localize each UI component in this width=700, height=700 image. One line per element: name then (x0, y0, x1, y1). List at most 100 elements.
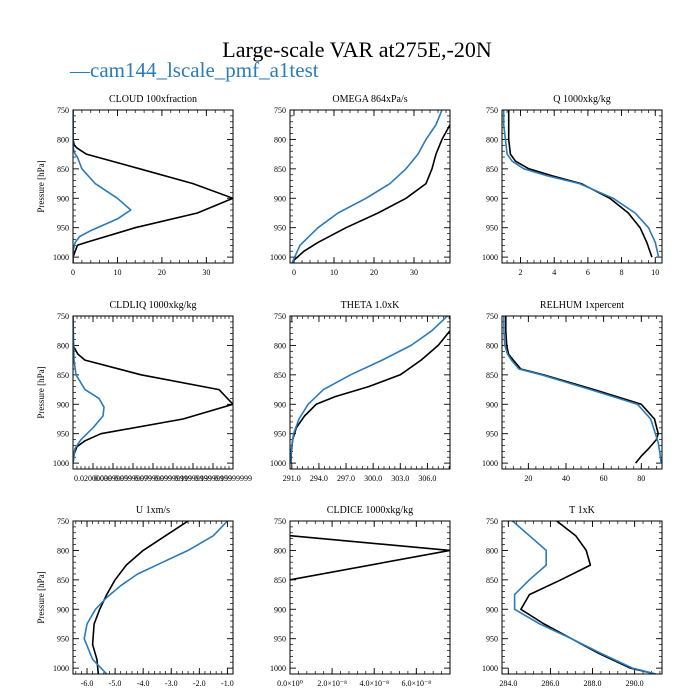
y-tick-label: 850 (486, 165, 498, 174)
series-line-black (290, 534, 450, 581)
y-tick-label: 1000 (53, 664, 69, 673)
x-tick-label: 10 (330, 268, 338, 277)
y-tick-label: 750 (57, 517, 69, 526)
x-tick-label: 0.02000000 (74, 474, 112, 483)
y-tick-label: 800 (57, 546, 69, 555)
y-tick-label: 750 (486, 106, 498, 115)
y-tick-label: 800 (274, 341, 286, 350)
legend: — cam144_lscale_pmf_a1test (69, 58, 319, 82)
x-tick-label: 0.0×10⁰ (277, 679, 303, 688)
x-tick-label: 8 (620, 268, 624, 277)
x-tick-label: -2.0 (193, 679, 206, 688)
series-line-blue (511, 521, 656, 674)
y-tick-label: 750 (274, 312, 286, 321)
y-tick-label: 750 (57, 312, 69, 321)
x-tick-label: -1.0 (221, 679, 234, 688)
y-tick-label: 800 (57, 341, 69, 350)
chart-panel: 750 800 850 900 950 1000 0 10 20 30 OMEGA 864xPa/s (270, 94, 451, 277)
chart-panel: 750 800 850 900 950 1000 -6.0 -5.0 -4.0 -3.0 -2.0 -… (36, 505, 234, 688)
x-tick-label: 80 (637, 474, 645, 483)
y-tick-label: 800 (486, 135, 498, 144)
x-tick-label: 0.03999999 (94, 474, 132, 483)
y-tick-label: 950 (486, 635, 498, 644)
chart-panel: 750 800 850 900 950 1000 291.0 294.0 297.0 300.0 3… (270, 300, 451, 483)
series-line-blue (503, 316, 662, 464)
y-tick-label: 1000 (482, 253, 498, 262)
x-tick-label: 60 (600, 474, 608, 483)
x-tick-label: 30 (410, 268, 418, 277)
chart-panel: 750 800 850 900 950 1000 2 4 6 8 10 Q 1000xkg/kg (482, 94, 663, 277)
y-tick-label: 900 (57, 400, 69, 409)
x-tick-label: 6.0×10⁻⁸ (402, 679, 432, 688)
x-tick-label: 20 (158, 268, 166, 277)
y-axis-label: Pressure [hPa] (36, 366, 46, 418)
plot-frame (72, 520, 234, 675)
x-tick-label: 290.0 (626, 679, 644, 688)
plot-frame (501, 520, 663, 675)
y-tick-label: 850 (57, 165, 69, 174)
x-tick-label: 10 (113, 268, 121, 277)
x-tick-label: -6.0 (81, 679, 94, 688)
y-tick-label: 950 (57, 224, 69, 233)
x-tick-label: 4.0×10⁻⁸ (359, 679, 389, 688)
x-tick-label: -5.0 (109, 679, 122, 688)
y-tick-label: 900 (486, 605, 498, 614)
y-tick-label: 900 (486, 400, 498, 409)
series-line-black (504, 316, 660, 464)
x-tick-label: 2.0×10⁻⁸ (317, 679, 347, 688)
y-tick-label: 950 (486, 224, 498, 233)
plot-frame (289, 315, 451, 470)
x-tick-label: 297.0 (337, 474, 355, 483)
y-tick-label: 850 (486, 576, 498, 585)
x-tick-label: 20 (524, 474, 532, 483)
y-tick-label: 900 (274, 194, 286, 203)
x-tick-label: 40 (562, 474, 570, 483)
plot-frame (289, 109, 451, 264)
y-tick-label: 950 (486, 430, 498, 439)
y-tick-label: 1000 (482, 664, 498, 673)
x-tick-label: 306.0 (418, 474, 436, 483)
x-tick-label: 0.05999999 (114, 474, 152, 483)
series-line-blue (290, 316, 448, 464)
y-axis-label: Pressure [hPa] (36, 160, 46, 212)
y-tick-label: 750 (57, 106, 69, 115)
x-tick-label: 291.0 (283, 474, 301, 483)
y-tick-label: 900 (486, 194, 498, 203)
y-tick-label: 950 (274, 430, 286, 439)
y-tick-label: 750 (486, 312, 498, 321)
chart-title: T 1xK (569, 505, 595, 516)
x-tick-label: 286.0 (541, 679, 559, 688)
y-tick-label: 850 (274, 576, 286, 585)
plot-frame (72, 109, 234, 264)
chart-title: OMEGA 864xPa/s (332, 94, 407, 105)
y-tick-label: 1000 (53, 253, 69, 262)
chart-panel: 750 800 850 900 950 1000 0.0×10⁰ 2.0×10⁻⁸ 4.0×10… (270, 505, 451, 688)
plot-frame (289, 520, 451, 675)
chart-title: RELHUM 1xpercent (540, 300, 624, 311)
x-tick-label: 2 (519, 268, 523, 277)
figure-title: Large-scale VAR at275E,-20N (222, 37, 492, 62)
legend-line-symbol: — (69, 60, 91, 82)
y-tick-label: 850 (57, 576, 69, 585)
x-tick-label: 303.0 (391, 474, 409, 483)
chart-title: CLOUD 100xfraction (109, 94, 197, 105)
x-tick-label: 0.09999999 (154, 474, 192, 483)
series-line-black (507, 110, 653, 258)
y-tick-label: 1000 (53, 459, 69, 468)
y-tick-label: 800 (486, 546, 498, 555)
x-tick-label: 10 (651, 268, 659, 277)
y-tick-label: 1000 (270, 253, 286, 262)
series-line-black (73, 110, 233, 263)
y-tick-label: 800 (486, 341, 498, 350)
x-tick-label: 30 (202, 268, 210, 277)
y-tick-label: 950 (274, 224, 286, 233)
y-tick-label: 950 (57, 635, 69, 644)
y-tick-label: 850 (274, 371, 286, 380)
chart-panel: 75080085090095010000.020000000.039999990… (36, 300, 252, 483)
y-tick-label: 1000 (270, 459, 286, 468)
y-tick-label: 950 (57, 430, 69, 439)
plot-frame (501, 315, 663, 470)
series-line-black (293, 124, 450, 261)
x-tick-label: 0.13999999 (194, 474, 232, 483)
